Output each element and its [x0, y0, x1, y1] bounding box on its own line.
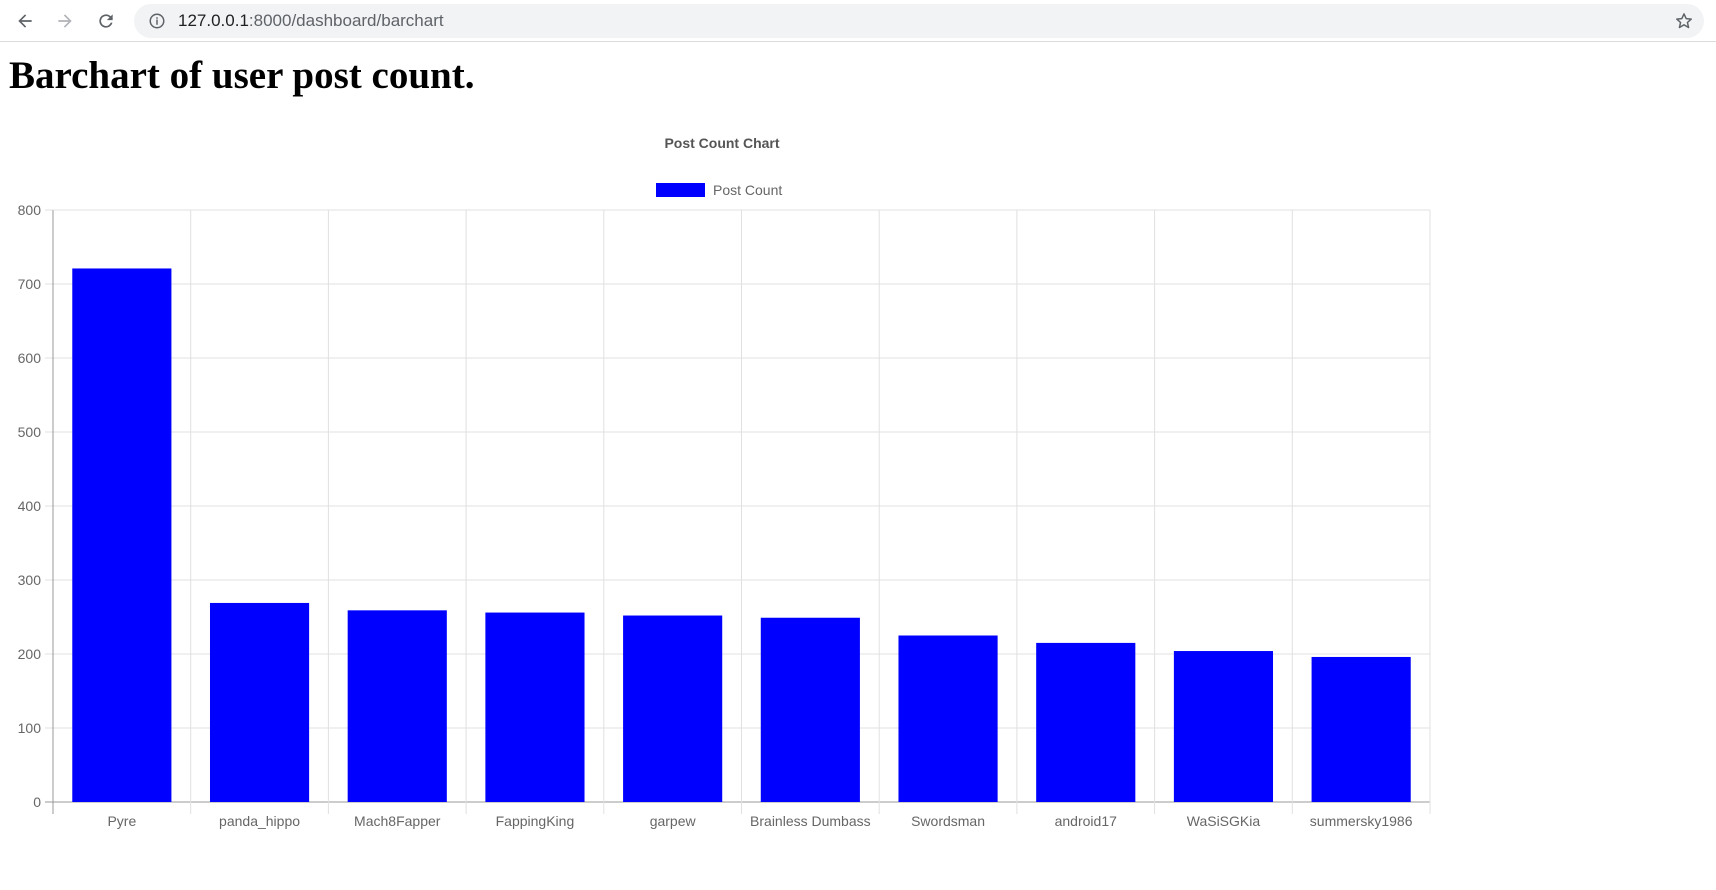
x-tick-label: FappingKing: [496, 813, 575, 829]
bar[interactable]: [1173, 651, 1274, 802]
bar[interactable]: [1036, 642, 1136, 802]
chart-title: Post Count Chart: [664, 135, 779, 151]
star-icon: [1676, 13, 1692, 29]
y-tick-label: 600: [18, 350, 42, 366]
url-host: 127.0.0.1: [178, 11, 249, 30]
address-bar[interactable]: 127.0.0.1:8000/dashboard/barchart: [134, 4, 1704, 38]
url-path: :8000/dashboard/barchart: [248, 11, 444, 30]
bar-chart: Post Count Chart Post Count 0 100 200 300 40…: [18, 135, 1431, 829]
bar[interactable]: [209, 602, 310, 802]
bar[interactable]: [898, 635, 998, 803]
legend-swatch: [656, 183, 705, 197]
bar[interactable]: [72, 268, 172, 802]
x-tick-label: panda_hippo: [219, 813, 300, 829]
chart-grid: [45, 209, 1431, 814]
forward-arrow-icon: [58, 14, 72, 28]
y-axis-labels: 0 100 200 300 400 500 600 700 800: [18, 202, 42, 810]
bar[interactable]: [347, 610, 447, 802]
bar[interactable]: [760, 617, 860, 802]
x-tick-label: WaSiSGKia: [1187, 813, 1261, 829]
bar[interactable]: [623, 615, 723, 802]
x-tick-label: android17: [1055, 813, 1117, 829]
x-axis-labels: Pyre panda_hippo Mach8Fapper FappingKing gar…: [107, 813, 1412, 829]
y-tick-label: 400: [18, 498, 42, 514]
y-tick-label: 0: [33, 794, 41, 810]
back-arrow-icon: [18, 14, 32, 28]
y-tick-label: 100: [18, 720, 42, 736]
bookmark-star-button[interactable]: [1672, 9, 1696, 33]
chart-legend[interactable]: Post Count: [656, 182, 782, 198]
browser-toolbar: 127.0.0.1:8000/dashboard/barchart: [0, 0, 1716, 42]
x-tick-label: Brainless Dumbass: [750, 813, 871, 829]
page-title: Barchart of user post count.: [9, 54, 475, 97]
y-tick-label: 200: [18, 646, 42, 662]
reload-icon: [99, 14, 113, 28]
x-tick-label: Mach8Fapper: [354, 813, 441, 829]
x-tick-label: summersky1986: [1310, 813, 1413, 829]
back-button[interactable]: [8, 4, 42, 38]
y-tick-label: 300: [18, 572, 42, 588]
info-icon[interactable]: [148, 12, 166, 30]
bar[interactable]: [485, 612, 585, 802]
x-tick-label: Pyre: [107, 813, 136, 829]
x-tick-label: Swordsman: [911, 813, 985, 829]
y-tick-label: 800: [18, 202, 42, 218]
chart-bars: [72, 268, 1411, 803]
forward-button[interactable]: [48, 4, 82, 38]
reload-button[interactable]: [89, 4, 123, 38]
bar[interactable]: [1311, 656, 1411, 802]
y-tick-label: 500: [18, 424, 42, 440]
url-text[interactable]: 127.0.0.1:8000/dashboard/barchart: [178, 4, 444, 38]
y-tick-label: 700: [18, 276, 42, 292]
legend-label: Post Count: [713, 182, 782, 198]
x-tick-label: garpew: [650, 813, 697, 829]
